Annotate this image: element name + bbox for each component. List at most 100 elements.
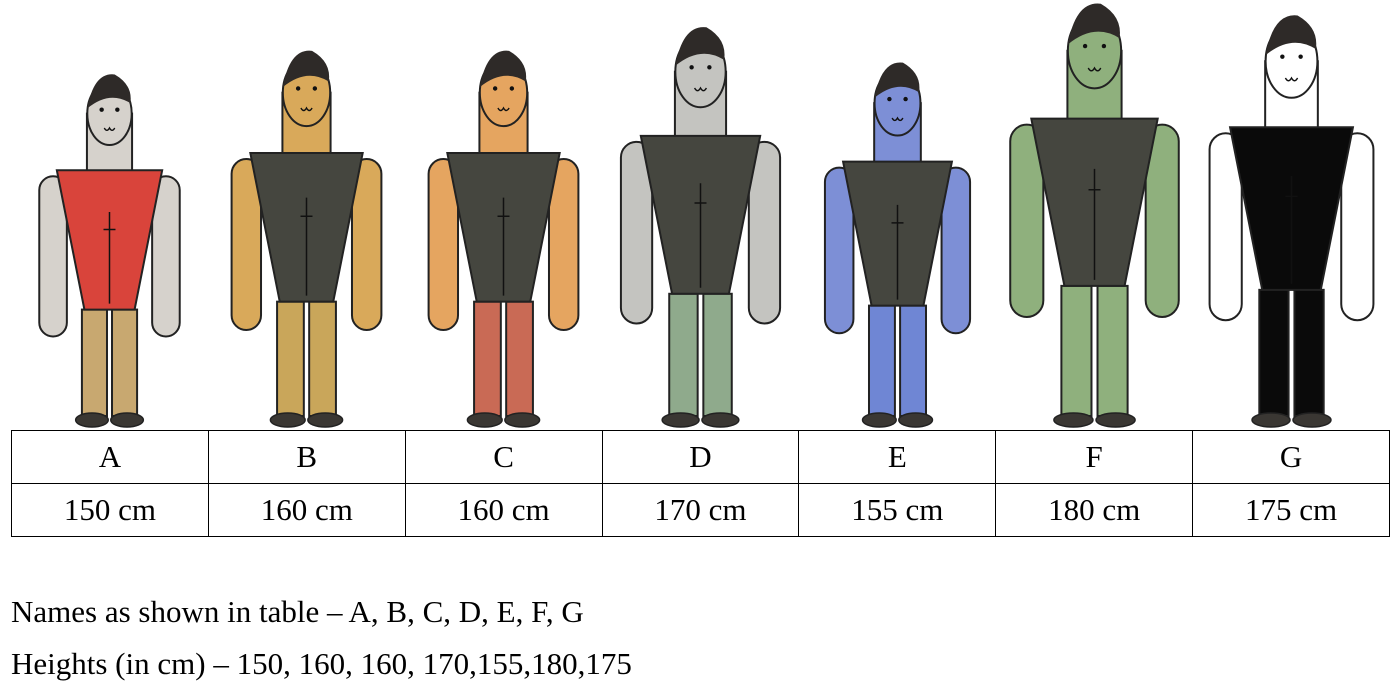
left-arm (427, 158, 460, 331)
hair (479, 50, 527, 88)
hair (1265, 15, 1317, 56)
figure-d (619, 27, 782, 428)
figure-g (1208, 15, 1375, 428)
left-eye (99, 107, 104, 112)
right-leg (1293, 288, 1325, 418)
left-leg (668, 292, 699, 417)
left-eye (1082, 43, 1088, 49)
right-eye (115, 107, 120, 112)
right-leg (308, 300, 337, 417)
name-cell-f: F (995, 430, 1194, 484)
left-leg (867, 304, 896, 418)
name-cell-b: B (207, 430, 406, 484)
left-shoe (1251, 412, 1291, 428)
left-eye (492, 86, 498, 91)
left-shoe (269, 412, 306, 428)
left-arm (1208, 132, 1243, 322)
left-arm (230, 158, 263, 331)
name-cell-e: E (798, 430, 997, 484)
left-shoe (1053, 412, 1094, 428)
name-cell-g: G (1192, 430, 1390, 484)
right-leg (505, 300, 534, 417)
right-shoe (307, 412, 344, 428)
chest-lines (497, 197, 510, 296)
chest-lines (1285, 176, 1298, 284)
hair (675, 27, 725, 66)
left-leg (1258, 288, 1290, 418)
hair (87, 74, 131, 109)
figure-e (823, 62, 972, 428)
height-cell-a: 150 cm (11, 483, 209, 537)
height-cell-e: 155 cm (798, 483, 997, 537)
left-leg (276, 300, 305, 417)
left-leg (1060, 284, 1093, 417)
right-leg (702, 292, 733, 417)
right-arm (747, 140, 782, 325)
figure-f (1009, 3, 1180, 428)
right-leg (1096, 284, 1129, 417)
right-arm (940, 166, 972, 335)
left-arm (1009, 123, 1045, 318)
hair (282, 50, 330, 88)
mouth (1087, 66, 1102, 72)
right-arm (1144, 123, 1180, 318)
right-leg (899, 304, 928, 418)
mouth (1284, 76, 1299, 82)
caption-heights: Heights (in cm) – 150, 160, 160, 170,155… (11, 646, 632, 681)
mouth (300, 106, 313, 112)
height-cell-c: 160 cm (404, 483, 603, 537)
left-eye (887, 96, 892, 102)
caption-names: Names as shown in table – A, B, C, D, E,… (11, 594, 584, 629)
right-arm (350, 158, 383, 331)
figure-a (38, 74, 181, 428)
left-eye (1280, 54, 1285, 59)
right-shoe (1095, 412, 1136, 428)
left-leg (80, 308, 108, 418)
height-cell-b: 160 cm (207, 483, 406, 537)
name-cell-d: D (601, 430, 800, 484)
right-arm (547, 158, 580, 331)
figure-b (230, 50, 383, 428)
mouth (497, 106, 510, 112)
right-arm (1340, 132, 1375, 322)
name-cell-c: C (404, 430, 603, 484)
name-cell-a: A (11, 430, 209, 484)
left-shoe (861, 412, 897, 428)
chest-lines (891, 204, 904, 300)
names-row: A B C D E F G (11, 430, 1390, 484)
right-shoe (701, 412, 740, 428)
height-cell-d: 170 cm (601, 483, 800, 537)
left-eye (689, 65, 694, 70)
right-eye (707, 65, 712, 70)
right-shoe (110, 412, 145, 428)
right-eye (312, 86, 318, 91)
chest-lines (300, 197, 313, 296)
hair (1067, 3, 1120, 45)
left-arm (619, 140, 654, 325)
chest-lines (103, 212, 116, 304)
left-shoe (74, 412, 109, 428)
right-eye (509, 86, 515, 91)
mouth (891, 116, 904, 122)
left-shoe (661, 412, 700, 428)
right-shoe (898, 412, 934, 428)
right-eye (1101, 43, 1107, 49)
height-cell-f: 180 cm (995, 483, 1194, 537)
mouth (693, 86, 708, 92)
chest-lines (1088, 168, 1101, 280)
right-shoe (504, 412, 541, 428)
figures-illustration (38, 3, 1375, 428)
heights-table: A B C D E F G 150 cm 160 cm 160 cm 170 c… (11, 430, 1390, 537)
right-eye (903, 96, 908, 102)
left-arm (823, 166, 855, 335)
figure-c (427, 50, 580, 428)
hair (874, 62, 920, 98)
height-cell-g: 175 cm (1192, 483, 1390, 537)
left-shoe (466, 412, 503, 428)
right-leg (111, 308, 139, 418)
mouth (103, 126, 116, 132)
left-leg (473, 300, 502, 417)
left-eye (295, 86, 301, 91)
right-eye (1298, 54, 1303, 59)
right-shoe (1292, 412, 1332, 428)
